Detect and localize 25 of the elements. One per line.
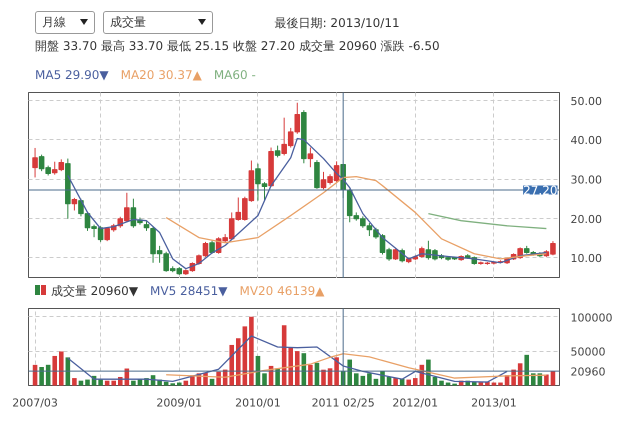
x-tick-label: 2012/01 <box>392 396 438 410</box>
text: 成交量 <box>103 11 213 34</box>
text: 月線 <box>35 11 95 34</box>
y-tick-label: 10.00 <box>570 252 602 266</box>
y-tick-label: 50000 <box>570 346 606 359</box>
x-tick-label: 2007/03 <box>12 396 58 410</box>
chart-title: 最後日期: 2013/10/11 <box>274 15 400 32</box>
y-tick-label: 40.00 <box>570 134 602 148</box>
text: MA60 - <box>214 68 256 82</box>
text: 開盤 33.70 最高 33.70 最低 25.15 收盤 27.20 成交量 20960 漲跌 -6.50 <box>35 38 440 56</box>
y-tick-label: 30.00 <box>570 174 602 187</box>
x-tick-label: 2009/01 <box>156 396 202 410</box>
ref-line-label: 2011 02/25 <box>312 396 375 410</box>
text: MA20 30.37▲ <box>120 68 202 82</box>
legend-label: 成交量 20960▼ <box>50 284 138 298</box>
ref-line-label: 27.20 <box>523 184 558 198</box>
text: MA5 29.90▼ <box>35 68 109 82</box>
x-tick-label: 2010/01 <box>235 396 281 410</box>
x-tick-label: 2013/01 <box>471 396 517 410</box>
y-tick-label: 50.00 <box>570 94 602 108</box>
ref-line-label: 20960 <box>570 366 606 379</box>
text: MV20 46139▲ <box>239 284 325 298</box>
text: MV5 28451▼ <box>150 284 228 298</box>
y-tick-label: 100000 <box>570 311 612 324</box>
y-tick-label: 20.00 <box>570 212 602 226</box>
